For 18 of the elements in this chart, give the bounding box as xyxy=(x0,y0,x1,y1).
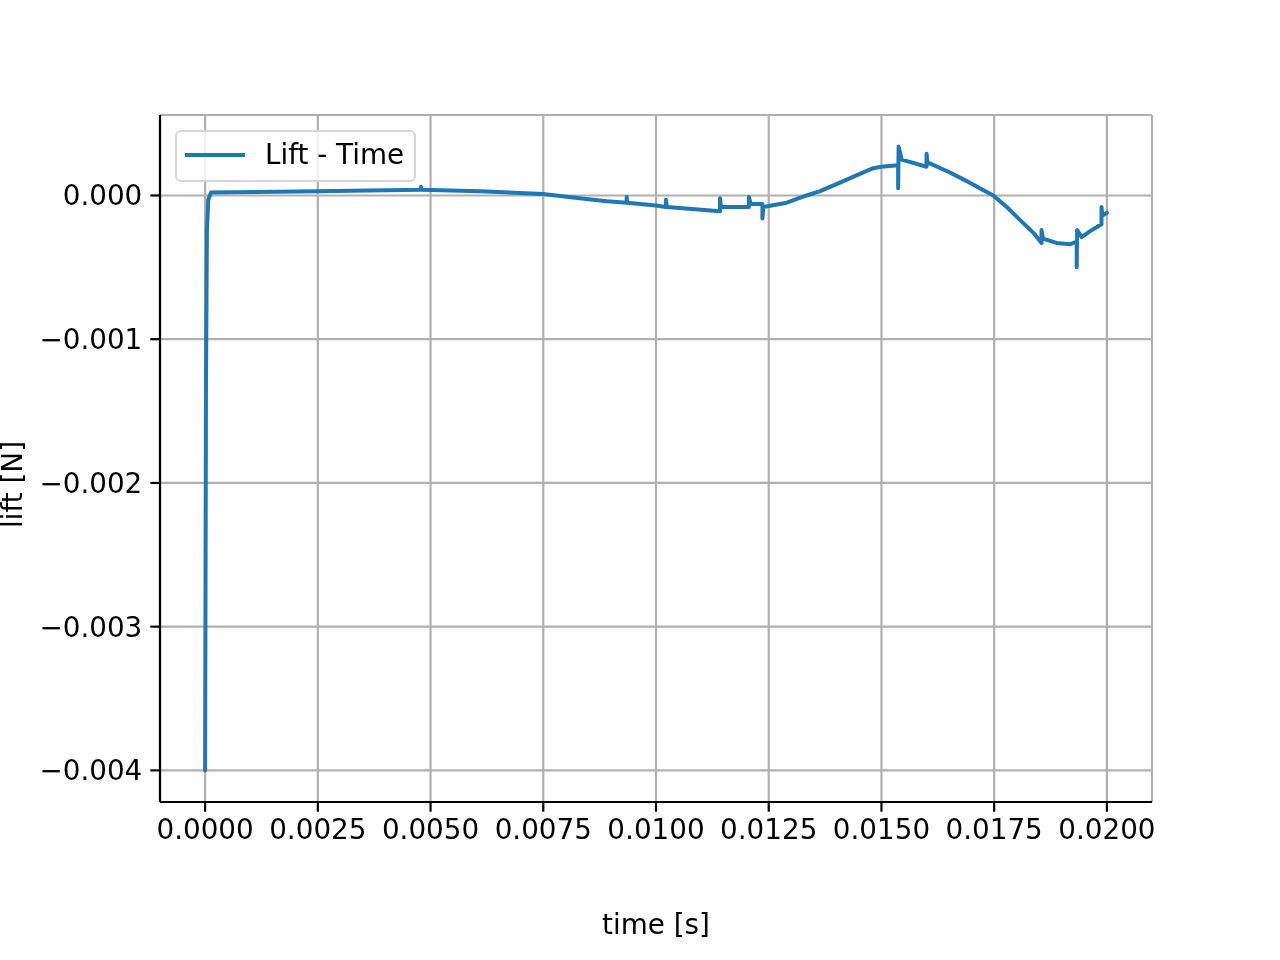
x-tick-label: 0.0000 xyxy=(156,813,254,847)
x-axis-title: time [s] xyxy=(602,907,710,941)
x-tick-label: 0.0175 xyxy=(945,813,1043,847)
y-axis-title: lift [N] xyxy=(0,441,29,528)
y-tick-label: −0.001 xyxy=(39,323,143,357)
x-tick-label: 0.0025 xyxy=(269,813,367,847)
x-tick-label: 0.0150 xyxy=(832,813,931,847)
y-tick-label: −0.003 xyxy=(39,610,143,644)
y-tick-label: −0.002 xyxy=(39,466,143,500)
x-tick-label: 0.0075 xyxy=(494,813,592,847)
x-tick-label: 0.0050 xyxy=(381,813,480,847)
x-tick-label: 0.0100 xyxy=(607,813,705,847)
line-series xyxy=(203,144,1109,773)
y-tick-label: −0.004 xyxy=(39,754,143,788)
legend-label: Lift - Time xyxy=(265,137,405,173)
x-tick-label: 0.0200 xyxy=(1058,813,1156,847)
x-tick-label: 0.0125 xyxy=(720,813,818,847)
y-tick-label: 0.000 xyxy=(62,179,143,213)
